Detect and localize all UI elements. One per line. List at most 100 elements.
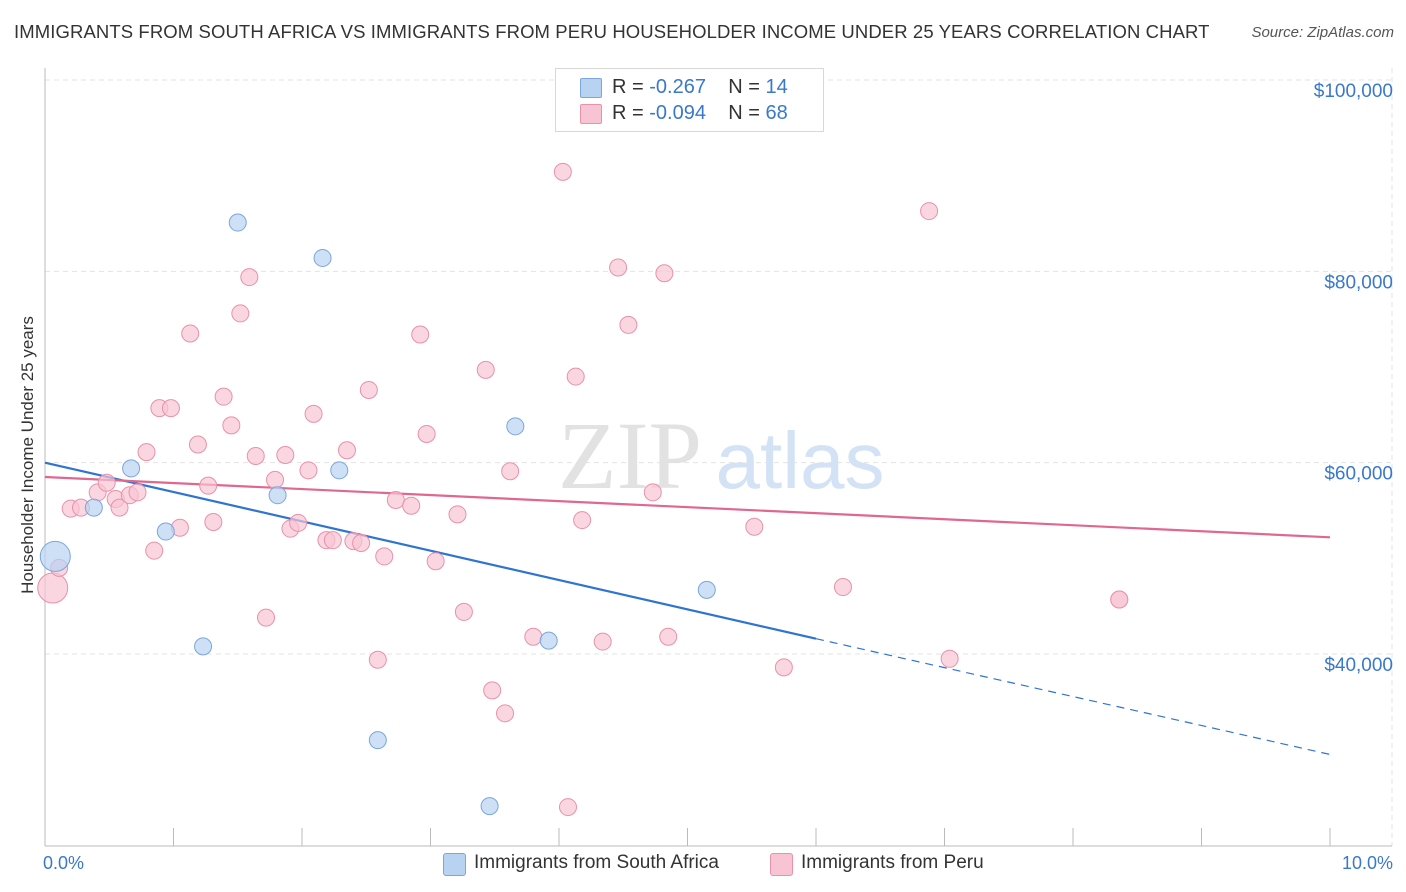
x-tick-label: 0.0% <box>43 853 84 873</box>
peru-point <box>231 304 250 323</box>
r-label: R = <box>612 76 644 98</box>
peru-point <box>204 512 223 531</box>
peru-point <box>1110 590 1129 609</box>
peru-point <box>368 650 387 669</box>
south-africa-point <box>313 248 332 267</box>
peru-point <box>37 572 69 604</box>
peru-point <box>501 462 520 481</box>
peru-point <box>566 367 585 386</box>
peru-point <box>214 387 233 406</box>
south-africa-point <box>368 731 387 750</box>
peru-point <box>188 435 207 454</box>
y-tick-label: $100,000 <box>1314 81 1393 102</box>
peru-point <box>181 324 200 343</box>
peru-point <box>337 441 356 460</box>
gridlines <box>45 68 1393 846</box>
south-africa-swatch <box>580 78 602 98</box>
peru-point <box>145 541 164 560</box>
peru-point <box>593 632 612 651</box>
south-africa-point <box>122 459 141 478</box>
peru-point <box>448 505 467 524</box>
peru-point <box>417 424 436 443</box>
watermark: ZIP atlas <box>558 402 884 509</box>
peru-point <box>558 798 577 817</box>
south-africa-point <box>156 522 175 541</box>
x-tick-labels: 0.0% 10.0% <box>43 853 1393 873</box>
watermark-atlas: atlas <box>716 416 885 505</box>
peru-point <box>774 658 793 677</box>
y-tick-labels: $40,000 $60,000 $80,000 $100,000 <box>1314 81 1393 676</box>
peru-point <box>553 162 572 181</box>
n-label: N = <box>728 102 760 124</box>
peru-point <box>110 498 129 517</box>
peru-point <box>359 380 378 399</box>
axes <box>44 68 1392 847</box>
peru-trend-line <box>44 475 1331 539</box>
peru-point <box>276 446 295 465</box>
peru-point <box>920 202 939 221</box>
south-africa-legend-label: Immigrants from South Africa <box>474 852 719 873</box>
peru-point <box>655 264 674 283</box>
peru-point <box>426 552 445 571</box>
r-label: R = <box>612 102 644 124</box>
south-africa-point <box>480 797 499 816</box>
peru-point <box>573 511 592 530</box>
south-africa-point <box>539 631 558 650</box>
x-tick-label: 10.0% <box>1342 853 1393 873</box>
peru-point <box>745 517 764 536</box>
chart-title: IMMIGRANTS FROM SOUTH AFRICA VS IMMIGRAN… <box>14 21 1210 42</box>
peru-point <box>411 325 430 344</box>
n-value: 14 <box>765 76 788 98</box>
peru-swatch <box>580 104 602 124</box>
south-africa-legend-swatch <box>443 853 466 876</box>
y-axis-label: Householder Income Under 25 years <box>18 316 37 594</box>
south-africa-point <box>39 540 71 572</box>
peru-point <box>402 496 421 515</box>
peru-point <box>386 490 405 509</box>
correlation-legend: R = -0.267 N = 14 R = -0.094 N = 68 <box>555 68 824 132</box>
legend-stats-south-africa: R = -0.267 N = 14 <box>612 76 788 99</box>
trend-lines <box>44 461 1331 756</box>
peru-point <box>940 649 959 668</box>
r-value: -0.267 <box>649 76 706 98</box>
data-points <box>37 162 1129 817</box>
source-credit: Source: ZipAtlas.com <box>1251 24 1394 41</box>
watermark-zip: ZIP <box>558 402 702 509</box>
peru-point <box>476 360 495 379</box>
n-value: 68 <box>765 102 788 124</box>
peru-point <box>97 473 116 492</box>
peru-point <box>199 476 218 495</box>
south-africa-point <box>228 213 247 232</box>
peru-point <box>483 681 502 700</box>
peru-point <box>833 578 852 597</box>
peru-point <box>128 483 147 502</box>
peru-point <box>619 315 638 334</box>
peru-point <box>659 627 678 646</box>
peru-point <box>266 470 285 489</box>
n-label: N = <box>728 76 760 98</box>
south-africa-point <box>506 417 525 436</box>
peru-point <box>375 547 394 566</box>
peru-point <box>643 483 662 502</box>
south-africa-trend-line <box>44 461 817 640</box>
peru-point <box>240 268 259 287</box>
peru-legend-swatch <box>770 853 793 876</box>
peru-point <box>289 513 308 532</box>
peru-point <box>246 446 265 465</box>
legend-stats-peru: R = -0.094 N = 68 <box>612 102 788 125</box>
south-africa-trend-extension <box>815 638 1331 756</box>
peru-point <box>161 399 180 418</box>
peru-point <box>257 608 276 627</box>
south-africa-point <box>194 637 213 656</box>
south-africa-point <box>697 580 716 599</box>
south-africa-point <box>84 498 103 517</box>
y-tick-label: $40,000 <box>1324 655 1393 676</box>
peru-point <box>524 627 543 646</box>
south-africa-point <box>330 461 349 480</box>
peru-point <box>304 404 323 423</box>
peru-point <box>222 416 241 435</box>
y-tick-label: $80,000 <box>1324 272 1393 293</box>
peru-legend-label: Immigrants from Peru <box>801 852 984 873</box>
r-value: -0.094 <box>649 102 706 124</box>
